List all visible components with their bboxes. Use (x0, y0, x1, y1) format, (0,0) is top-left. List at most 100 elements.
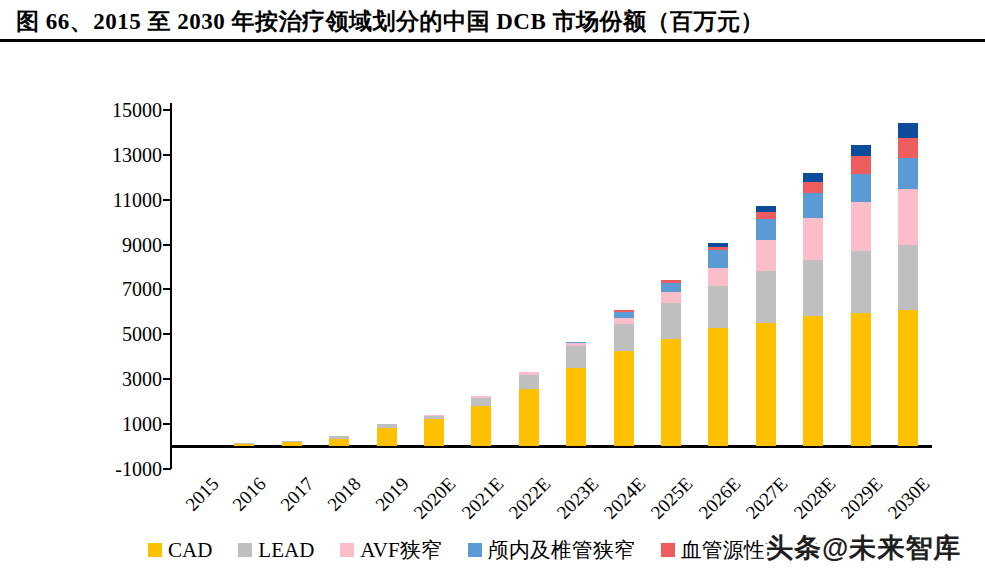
x-axis-category-label: 2018 (323, 473, 365, 515)
bar-segment-2026E-LEAD (708, 286, 728, 328)
x-axis-category-label: 2015 (181, 473, 223, 515)
y-axis-tick (163, 288, 171, 290)
bar-segment-2021E-AVF狭窄 (471, 396, 491, 399)
legend-label: AVF狭窄 (360, 538, 441, 562)
chart-legend: CAD LEAD AVF狭窄 颅内及椎管狭窄 血管源性E (148, 538, 817, 562)
bar-segment-2026E-（图例被水印遮挡） (708, 243, 728, 247)
y-axis-tick (163, 333, 171, 335)
x-axis-category-label: 2017 (276, 473, 318, 515)
bar-segment-2028E-（图例被水印遮挡） (803, 173, 823, 182)
y-axis-tick-label: 15000 (84, 99, 162, 121)
bar-segment-2027E-AVF狭窄 (756, 240, 776, 271)
bar-segment-2022E-LEAD (519, 375, 539, 389)
bar-segment-2018-LEAD (329, 436, 349, 439)
bar-segment-2020E-CAD (424, 419, 444, 447)
y-axis-tick-label: 13000 (84, 144, 162, 166)
legend-swatch-icon (340, 543, 354, 557)
x-axis-category-label: 2022E (505, 473, 556, 524)
bar-segment-2029E-血管源性E… (851, 156, 871, 174)
x-axis-category-label: 2028E (789, 473, 840, 524)
bar-segment-2027E-CAD (756, 323, 776, 446)
x-axis-category-label: 2026E (694, 473, 745, 524)
bar-segment-2025E-颅内及椎管狭窄 (661, 283, 681, 292)
bar-segment-2028E-LEAD (803, 260, 823, 316)
x-axis-category-label: 2021E (457, 473, 508, 524)
bar-segment-2023E-CAD (566, 368, 586, 447)
report-page: 图 66、2015 至 2030 年按治疗领域划分的中国 DCB 市场份额（百万… (0, 0, 985, 577)
bar-segment-2026E-颅内及椎管狭窄 (708, 250, 728, 268)
y-axis-tick-label: -1000 (84, 458, 162, 480)
x-axis-category-label: 2019 (371, 473, 413, 515)
legend-item-CAD: CAD (148, 538, 212, 562)
legend-item-颅内及椎管狭窄: 颅内及椎管狭窄 (468, 538, 635, 562)
bar-segment-2025E-CAD (661, 339, 681, 447)
bar-segment-2023E-LEAD (566, 346, 586, 368)
x-axis-category-label: 2027E (742, 473, 793, 524)
legend-label: 血管源性E (681, 538, 778, 562)
y-axis-tick-label: 11000 (84, 189, 162, 211)
bar-segment-2021E-LEAD (471, 398, 491, 406)
y-axis-tick (163, 199, 171, 201)
bar-segment-2018-CAD (329, 439, 349, 446)
bar-segment-2020E-LEAD (424, 416, 444, 419)
y-axis-tick (163, 378, 171, 380)
legend-swatch-icon (661, 543, 675, 557)
bar-segment-2016-CAD (234, 444, 254, 446)
legend-label: LEAD (258, 538, 314, 562)
bar-segment-2024E-LEAD (614, 324, 634, 351)
bar-segment-2016-LEAD (234, 443, 254, 444)
legend-label: 颅内及椎管狭窄 (488, 538, 635, 562)
bar-segment-2030E-AVF狭窄 (898, 189, 918, 245)
bar-segment-2029E-AVF狭窄 (851, 202, 871, 251)
y-axis-line (170, 103, 172, 469)
y-axis-tick-label: 1000 (84, 413, 162, 435)
bar-segment-2028E-颅内及椎管狭窄 (803, 193, 823, 218)
legend-swatch-icon (468, 543, 482, 557)
bar-segment-2029E-（图例被水印遮挡） (851, 145, 871, 157)
x-axis-category-label: 2025E (647, 473, 698, 524)
bar-segment-2027E-血管源性E… (756, 212, 776, 219)
bar-segment-2029E-LEAD (851, 251, 871, 313)
y-axis-tick-label: 3000 (84, 368, 162, 390)
legend-item-AVF狭窄: AVF狭窄 (340, 538, 441, 562)
legend-label: CAD (168, 538, 212, 562)
bar-segment-2024E-血管源性E… (614, 310, 634, 313)
bar-segment-2030E-血管源性E… (898, 138, 918, 159)
bar-segment-2026E-CAD (708, 328, 728, 447)
watermark: 头条@未来智库 (766, 530, 961, 566)
y-axis-tick (163, 109, 171, 111)
bar-segment-2017-LEAD (282, 441, 302, 443)
legend-item-血管源性E: 血管源性E (661, 538, 778, 562)
bar-segment-2030E-颅内及椎管狭窄 (898, 158, 918, 189)
bar-segment-2030E-LEAD (898, 245, 918, 310)
y-axis-tick (163, 423, 171, 425)
y-axis-tick (163, 468, 171, 470)
bar-segment-2027E-LEAD (756, 271, 776, 323)
bar-segment-2029E-颅内及椎管狭窄 (851, 174, 871, 201)
bar-segment-2026E-血管源性E… (708, 247, 728, 250)
bar-segment-2030E-CAD (898, 310, 918, 447)
bar-segment-2020E-AVF狭窄 (424, 415, 444, 416)
y-axis-tick-label: 5000 (84, 323, 162, 345)
bar-segment-2028E-血管源性E… (803, 182, 823, 192)
bar-segment-2029E-CAD (851, 313, 871, 446)
x-axis-category-label: 2030E (884, 473, 935, 524)
y-axis-tick (163, 244, 171, 246)
legend-swatch-icon (238, 543, 252, 557)
legend-item-LEAD: LEAD (238, 538, 314, 562)
bar-segment-2019-LEAD (377, 424, 397, 428)
bar-segment-2025E-AVF狭窄 (661, 292, 681, 303)
bar-segment-2026E-AVF狭窄 (708, 268, 728, 286)
bar-segment-2027E-颅内及椎管狭窄 (756, 219, 776, 240)
bar-segment-2030E-（图例被水印遮挡） (898, 123, 918, 138)
bar-segment-2024E-AVF狭窄 (614, 318, 634, 324)
y-axis-tick (163, 154, 171, 156)
bar-segment-2024E-颅内及椎管狭窄 (614, 312, 634, 318)
bar-segment-2023E-AVF狭窄 (566, 343, 586, 345)
bar-segment-2024E-CAD (614, 351, 634, 446)
x-axis-category-label: 2023E (552, 473, 603, 524)
stacked-bar-chart: -100010003000500070009000110001300015000… (0, 0, 985, 577)
y-axis-tick-label: 9000 (84, 234, 162, 256)
bar-segment-2022E-AVF狭窄 (519, 372, 539, 374)
bar-segment-2023E-颅内及椎管狭窄 (566, 342, 586, 344)
